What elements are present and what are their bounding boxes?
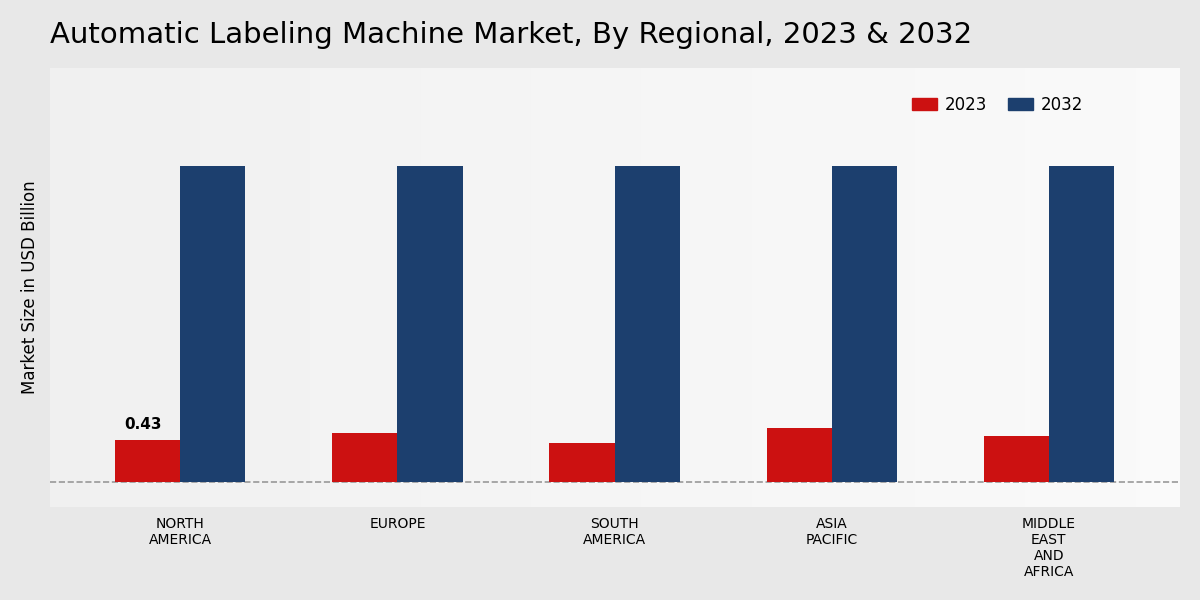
- Bar: [550, 443, 614, 482]
- Bar: [397, 166, 462, 482]
- Bar: [1049, 166, 1114, 482]
- Bar: [115, 440, 180, 482]
- Legend: 2023, 2032: 2023, 2032: [905, 89, 1090, 121]
- Y-axis label: Market Size in USD Billion: Market Size in USD Billion: [20, 181, 38, 394]
- Bar: [614, 166, 679, 482]
- Text: Automatic Labeling Machine Market, By Regional, 2023 & 2032: Automatic Labeling Machine Market, By Re…: [50, 21, 972, 49]
- Bar: [332, 433, 397, 482]
- Bar: [180, 166, 245, 482]
- Bar: [832, 166, 896, 482]
- Bar: [767, 428, 832, 482]
- Text: 0.43: 0.43: [125, 417, 162, 432]
- Bar: [984, 436, 1049, 482]
